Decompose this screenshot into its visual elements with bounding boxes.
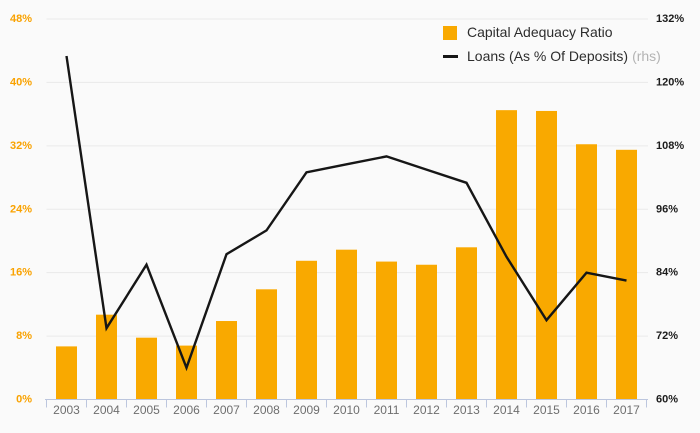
bar-2005 [136,337,157,400]
right-axis-label: 72% [656,330,678,342]
y-axis-right: 60% 72% 84% 96% 108% 120% 132% [656,13,684,406]
legend: Capital Adequacy Ratio Loans (As % Of De… [443,24,661,65]
x-axis-label: 2015 [533,403,560,417]
x-axis-label: 2008 [253,403,280,417]
left-axis-label: 40% [10,76,32,88]
legend-item-loans: Loans (As % Of Deposits) (rhs) [443,48,661,65]
left-axis-label: 24% [10,203,32,215]
left-axis-label: 0% [16,394,32,406]
right-axis-label: 84% [656,267,678,279]
line-swatch-icon [443,55,458,58]
bar-2017 [616,149,637,400]
x-axis-label: 2007 [213,403,240,417]
x-axis-label: 2005 [133,403,160,417]
x-axis [45,399,648,408]
bar-2013 [456,247,477,400]
bar-series-capital-adequacy-ratio [56,110,637,400]
bar-2004 [96,314,117,400]
bar-2008 [256,289,277,400]
x-axis-label: 2010 [333,403,360,417]
left-axis-label: 16% [10,267,32,279]
right-axis-label: 96% [656,203,678,215]
bar-swatch-icon [443,25,458,40]
x-axis-label: 2014 [493,403,520,417]
legend-rhs-suffix: (rhs) [632,48,661,64]
bar-2015 [536,110,557,400]
x-axis-label: 2013 [453,403,480,417]
bar-2011 [376,261,397,400]
legend-item-capital-adequacy-ratio: Capital Adequacy Ratio [443,24,661,41]
bar-2003 [56,346,77,400]
legend-label: Loans (As % Of Deposits) (rhs) [467,48,661,64]
loans-line [65,55,627,372]
x-axis-label: 2012 [413,403,440,417]
x-axis-label: 2009 [293,403,320,417]
x-axis-label: 2017 [613,403,640,417]
bar-2012 [416,264,437,400]
bar-2010 [336,249,357,400]
x-axis-label: 2006 [173,403,200,417]
legend-label: Capital Adequacy Ratio [467,24,613,40]
right-axis-label: 132% [656,13,684,25]
y-axis-left: 0% 8% 16% 24% 32% 40% 48% [10,13,32,406]
x-axis-label: 2004 [93,403,120,417]
right-axis-label: 60% [656,394,678,406]
right-axis-label: 108% [656,140,684,152]
left-axis-label: 32% [10,140,32,152]
left-axis-label: 8% [16,330,32,342]
x-axis-label: 2003 [53,403,80,417]
x-axis-labels: 2003 2004 2005 2006 2007 2008 2009 2010 2011 2012… [53,403,640,417]
x-axis-label: 2016 [573,403,600,417]
bar-2009 [296,260,317,400]
right-axis-label: 120% [656,76,684,88]
left-axis-label: 48% [10,13,32,25]
x-axis-label: 2011 [374,403,400,417]
bar-2007 [216,321,237,400]
bar-2006 [176,345,197,400]
